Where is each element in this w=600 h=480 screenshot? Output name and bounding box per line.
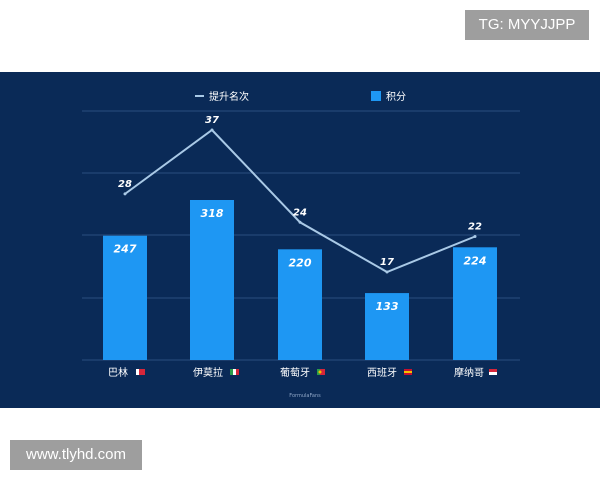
flags: [136, 369, 497, 375]
x-tick-label: 西班牙: [367, 367, 397, 379]
x-axis-labels: 巴林 伊莫拉 葡萄牙 西班牙 摩纳哥: [108, 366, 484, 379]
line-value-label: 22: [468, 222, 482, 233]
line-value-label: 28: [118, 179, 132, 190]
bar: [365, 293, 409, 360]
line-layer: [123, 128, 477, 274]
monaco-flag-icon: [489, 369, 497, 375]
bar-value-label: 220: [289, 256, 312, 269]
bar-value-label: 133: [376, 300, 399, 313]
bar: [190, 200, 234, 360]
x-tick-label: 摩纳哥: [454, 366, 484, 379]
bar-value-label: 224: [464, 254, 487, 267]
x-tick-label: 巴林: [108, 366, 128, 379]
chart-svg: 提升名次 积分 247 318 220 133 224 28 37 24 17 22 巴林 伊莫拉…: [82, 90, 520, 399]
line-point: [210, 128, 214, 132]
watermark-bottom: www.tlyhd.com: [10, 440, 142, 470]
watermark-top: TG: MYYJJPP: [465, 10, 589, 40]
portugal-flag-icon: [317, 369, 325, 375]
line-point: [123, 192, 127, 196]
bar: [103, 235, 147, 360]
line-point: [385, 270, 389, 274]
legend-bar-swatch: [371, 91, 381, 101]
spain-flag-icon: [404, 369, 412, 375]
line-point: [473, 235, 477, 238]
bars-layer: [103, 200, 497, 360]
legend-label-bar: 积分: [386, 91, 406, 103]
line-value-label: 17: [380, 257, 394, 268]
line-value-label: 24: [293, 207, 307, 218]
x-tick-label: 葡萄牙: [280, 366, 310, 379]
bar-value-label: 247: [114, 243, 137, 256]
italy-flag-icon: [230, 369, 239, 375]
line-value-label: 37: [205, 115, 219, 126]
labels-layer: 247 318 220 133 224 28 37 24 17 22: [114, 115, 487, 313]
bar-value-label: 318: [201, 207, 224, 220]
x-tick-label: 伊莫拉: [193, 366, 223, 379]
bar: [278, 249, 322, 360]
chart-panel: 提升名次 积分 247 318 220 133 224 28 37 24 17 22 巴林 伊莫拉…: [0, 72, 600, 408]
line-point: [298, 220, 302, 224]
legend-label-line: 提升名次: [209, 90, 249, 103]
source-credit: FormulaFans: [289, 393, 321, 399]
bar: [453, 247, 497, 360]
legend: 提升名次 积分: [195, 90, 406, 103]
bahrain-flag-icon: [136, 369, 145, 375]
